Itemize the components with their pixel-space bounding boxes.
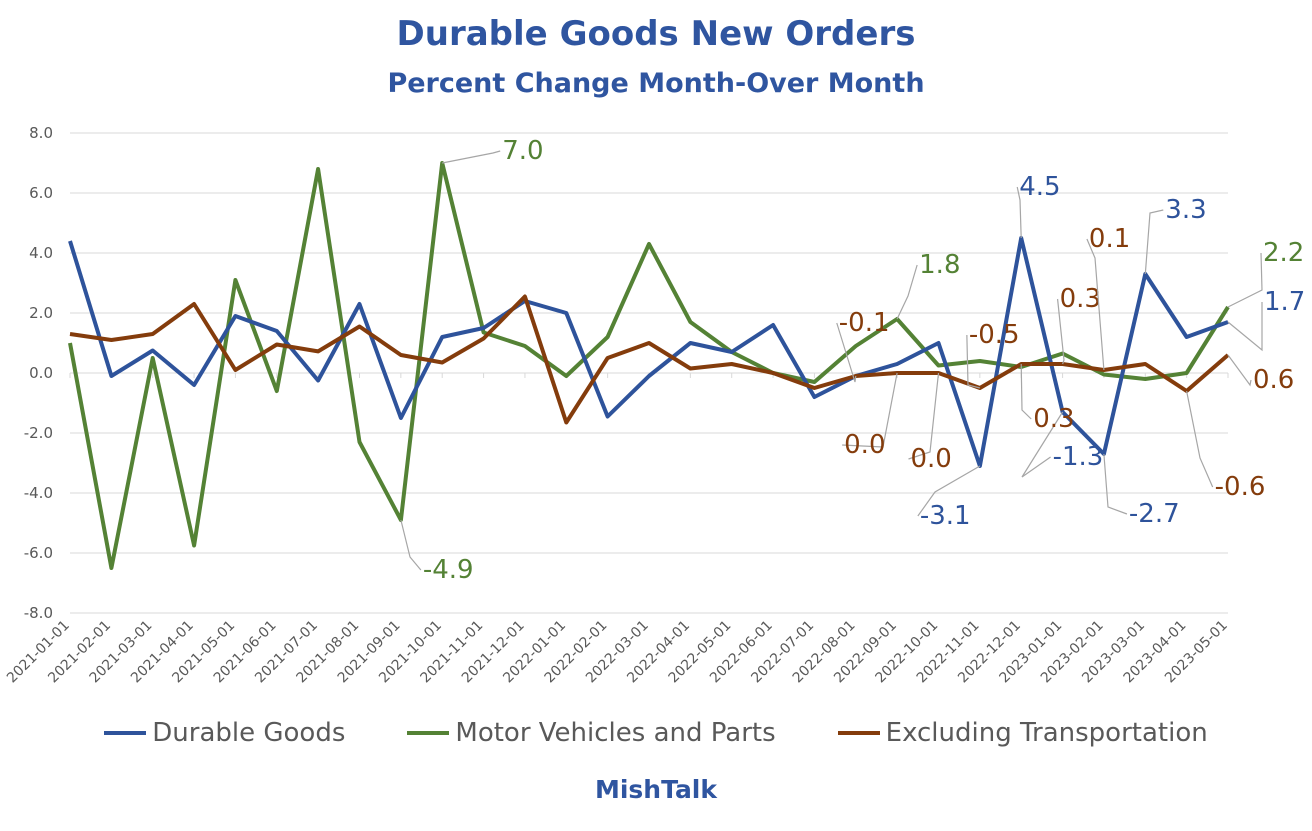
y-tick-label: -4.0: [24, 484, 53, 502]
data-label: -0.5: [969, 320, 1020, 350]
data-label-leader: [1103, 453, 1128, 515]
legend-label: Excluding Transportation: [885, 718, 1208, 748]
data-label-leader: [1056, 298, 1065, 365]
data-label: -3.1: [920, 501, 971, 531]
y-tick-label: -8.0: [24, 604, 53, 622]
line-chart: 8.06.04.02.00.0-2.0-4.0-6.0-8.02021-01-0…: [4, 124, 1305, 686]
data-label: -4.9: [423, 555, 474, 585]
y-tick-label: -2.0: [24, 424, 53, 442]
data-label-leader: [1020, 363, 1032, 420]
data-label-leader: [917, 465, 981, 517]
data-label: 0.0: [911, 444, 952, 474]
data-label: 0.1: [1089, 224, 1130, 254]
data-label: 0.3: [1033, 404, 1074, 434]
data-label: 0.6: [1253, 365, 1294, 395]
data-label-leader: [966, 334, 981, 389]
data-label-leader: [400, 519, 422, 571]
y-tick-label: -6.0: [24, 544, 53, 562]
legend-label: Motor Vehicles and Parts: [455, 718, 776, 748]
data-label-leader: [1227, 354, 1252, 387]
data-label-leader: [836, 322, 857, 383]
legend: Durable Goods Motor Vehicles and Parts E…: [0, 718, 1312, 748]
data-label: 1.7: [1264, 287, 1305, 317]
data-label-leader: [908, 372, 940, 460]
legend-swatch: [837, 731, 880, 735]
y-tick-label: 8.0: [29, 124, 53, 142]
data-label: -0.1: [839, 308, 890, 338]
footer-brand: MishTalk: [594, 775, 718, 804]
data-label-leader: [1227, 252, 1263, 308]
legend-item-motor-vehicles[interactable]: Motor Vehicles and Parts: [407, 718, 776, 748]
data-label-leader: [842, 372, 898, 448]
data-label: 0.3: [1060, 284, 1101, 314]
data-label-leader: [896, 264, 918, 320]
y-tick-label: 0.0: [29, 364, 53, 382]
data-label: 1.8: [919, 250, 960, 280]
legend-swatch: [104, 731, 147, 735]
y-tick-label: 6.0: [29, 184, 53, 202]
data-label-leader: [1016, 186, 1022, 239]
legend-item-durable-goods[interactable]: Durable Goods: [104, 718, 345, 748]
legend-label: Durable Goods: [152, 718, 346, 748]
data-label: -1.3: [1053, 442, 1104, 472]
data-label-leader: [1186, 390, 1214, 488]
y-tick-label: 4.0: [29, 244, 53, 262]
data-label-leader: [442, 150, 501, 164]
data-label: -0.6: [1215, 472, 1266, 502]
data-label: 2.2: [1263, 238, 1304, 268]
data-label: 4.5: [1019, 172, 1060, 202]
series-line-2: [69, 294, 1230, 425]
series-line-0: [68, 236, 1229, 468]
data-label: -2.7: [1129, 499, 1180, 529]
data-label-leader: [1144, 209, 1164, 275]
data-label-leader: [1227, 302, 1263, 352]
data-label-leader: [1021, 411, 1064, 478]
y-tick-label: 2.0: [29, 304, 53, 322]
data-label: 3.3: [1165, 195, 1206, 225]
data-label-leader: [1086, 238, 1105, 371]
legend-swatch: [407, 731, 450, 735]
chart-title: Durable Goods New Orders: [396, 14, 916, 54]
legend-item-excluding-transportation[interactable]: Excluding Transportation: [837, 718, 1208, 748]
data-label: 7.0: [502, 136, 543, 166]
chart-subtitle: Percent Change Month-Over Month: [387, 68, 925, 99]
data-label: 0.0: [844, 430, 885, 460]
